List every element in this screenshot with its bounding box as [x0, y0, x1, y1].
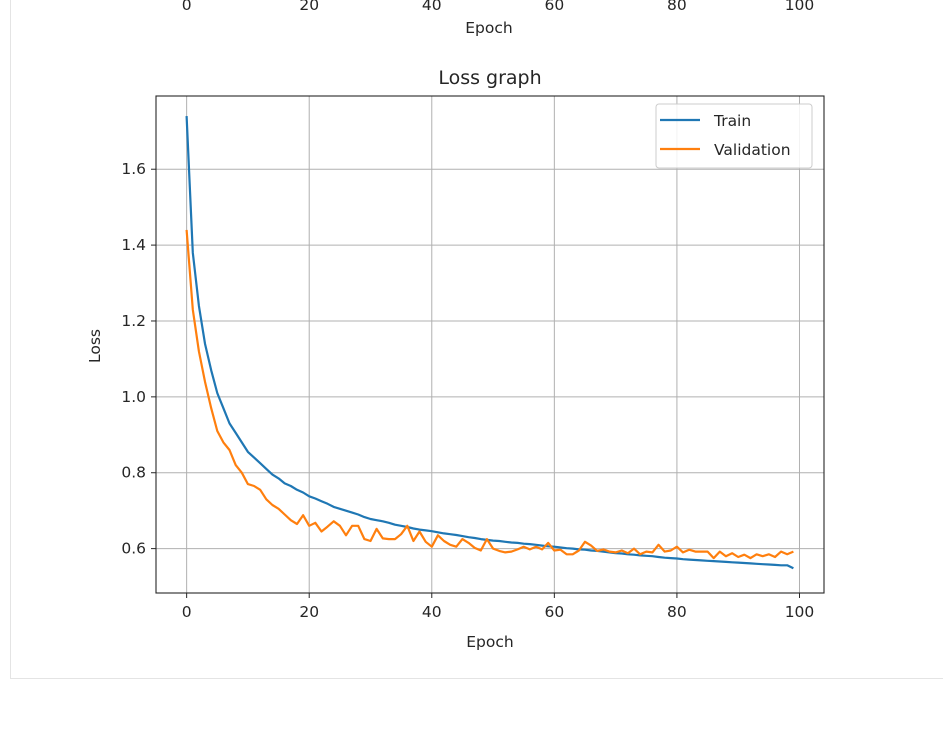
y-tick-label: 1.0 [121, 388, 146, 406]
previous-x-tick-label: 0 [182, 0, 192, 14]
y-tick-label: 0.6 [121, 540, 146, 558]
previous-x-tick-label: 100 [785, 0, 815, 14]
chart-title: Loss graph [438, 67, 541, 89]
previous-x-tick-label: 20 [299, 0, 319, 14]
plot-frame [155, 95, 825, 594]
x-tick-label: 20 [299, 603, 319, 621]
y-tick-label: 1.6 [121, 160, 146, 178]
x-tick-label: 80 [667, 603, 687, 621]
previous-x-tick-label: 60 [544, 0, 564, 14]
previous-x-tick-label: 40 [422, 0, 442, 14]
x-axis-ticks: 0 20 40 60 80 100 [182, 593, 815, 621]
loss-chart: 0 20 40 60 80 100 Epoch Loss graph 0 20 40 60 80 1… [86, 0, 825, 651]
grid [156, 96, 824, 593]
previous-chart-xticks: 0 20 40 60 80 100 [182, 0, 815, 14]
y-tick-label: 1.2 [121, 312, 146, 330]
series-line-train [185, 116, 794, 570]
x-tick-label: 0 [182, 603, 192, 621]
y-tick-label: 0.8 [121, 464, 146, 482]
legend: Train Validation [655, 103, 813, 169]
x-tick-label: 40 [422, 603, 442, 621]
legend-label-validation: Validation [714, 141, 791, 159]
y-axis-ticks: 0.6 0.8 1.0 1.2 1.4 1.6 [121, 160, 156, 558]
series-line-validation [185, 229, 794, 560]
y-axis-label: Loss [86, 329, 104, 363]
x-tick-label: 60 [544, 603, 564, 621]
x-tick-label: 100 [785, 603, 815, 621]
previous-chart-xlabel: Epoch [465, 19, 512, 37]
legend-label-train: Train [713, 112, 751, 130]
x-axis-label: Epoch [466, 633, 513, 651]
output-cell: 0 20 40 60 80 100 Epoch Loss graph 0 20 40 60 80 1… [10, 0, 943, 679]
y-tick-label: 1.4 [121, 236, 146, 254]
series-lines [185, 116, 794, 570]
previous-chart-remnant: 0 20 40 60 80 100 Epoch [182, 0, 815, 37]
previous-x-tick-label: 80 [667, 0, 687, 14]
